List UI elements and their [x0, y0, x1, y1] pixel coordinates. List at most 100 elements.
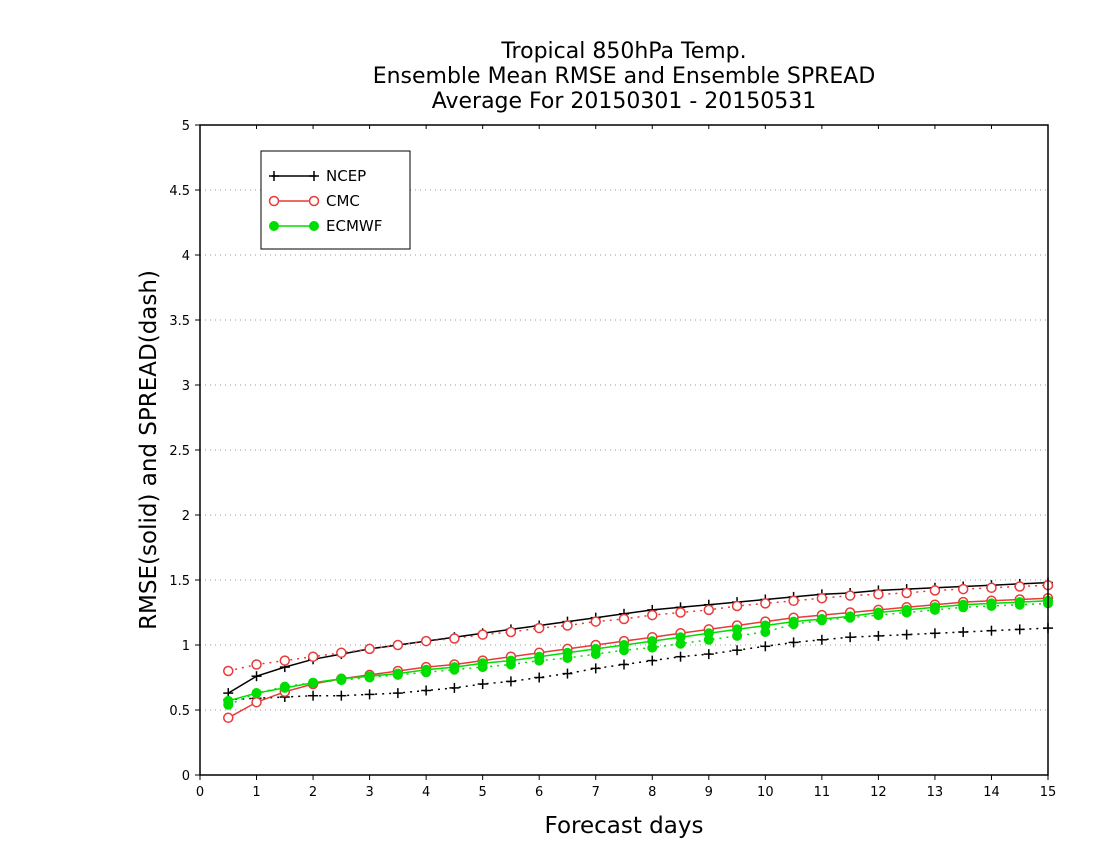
spread-point	[760, 598, 771, 609]
spread-point	[873, 630, 884, 641]
spread-point	[562, 620, 573, 631]
x-tick-label: 13	[927, 785, 944, 800]
spread-point	[788, 637, 799, 648]
spread-point	[929, 628, 940, 639]
title-line: Tropical 850hPa Temp.	[500, 39, 746, 64]
rmse-point	[647, 636, 658, 647]
x-tick-label: 11	[814, 785, 831, 800]
x-tick-label: 3	[365, 785, 373, 800]
spread-point	[816, 592, 828, 604]
legend-label: ECMWF	[326, 217, 382, 235]
rmse-point	[929, 602, 940, 613]
rmse-point	[477, 658, 488, 669]
x-tick-label: 5	[479, 785, 487, 800]
legend-label: NCEP	[326, 167, 366, 185]
spread-point	[505, 676, 516, 687]
spread-point	[392, 688, 403, 699]
y-tick-label: 4.5	[169, 184, 190, 199]
spread-point	[675, 651, 686, 662]
spread-point	[534, 672, 545, 683]
rmse-line	[228, 600, 1049, 702]
spread-point	[307, 651, 319, 662]
rmse-point	[816, 614, 827, 624]
y-tick-label: 3	[182, 379, 190, 394]
y-axis-ticks: 0 0.5 1 1.5 2 2.5 3 3.5 4 4.5 5	[169, 119, 200, 784]
legend-marker	[268, 195, 280, 207]
rmse-point	[986, 598, 997, 609]
spread-point	[223, 665, 234, 677]
spread-point	[731, 600, 743, 612]
x-tick-label: 4	[422, 785, 430, 800]
spread-point	[958, 627, 969, 637]
legend-marker	[308, 195, 320, 207]
x-tick-label: 0	[196, 785, 204, 800]
legend-marker	[269, 171, 279, 181]
series-ecmwf	[223, 595, 1053, 710]
spread-point	[844, 590, 856, 601]
spread-point	[449, 682, 460, 693]
spread-point	[477, 629, 488, 640]
spread-point	[392, 639, 404, 651]
x-tick-label: 7	[592, 785, 600, 800]
legend: NCEP CMC ECMWF	[260, 150, 411, 250]
rmse-point	[590, 643, 601, 654]
spread-point	[1014, 581, 1025, 592]
rmse-point	[223, 712, 234, 724]
x-tick-label: 2	[309, 785, 317, 800]
y-tick-label: 1	[182, 639, 190, 654]
y-tick-label: 4	[182, 249, 190, 264]
spread-line	[228, 584, 1049, 672]
x-tick-label: 15	[1040, 785, 1057, 800]
spread-point	[1014, 624, 1025, 635]
x-axis-label: Forecast days	[545, 813, 704, 839]
spread-point	[308, 690, 319, 701]
spread-point	[562, 668, 573, 679]
spread-point	[732, 645, 743, 656]
rmse-point	[760, 620, 771, 631]
spread-point	[788, 595, 799, 607]
x-tick-label: 12	[870, 785, 887, 800]
spread-point	[957, 583, 969, 595]
rmse-point	[421, 664, 432, 675]
legend-marker	[269, 221, 279, 231]
spread-point	[703, 649, 714, 660]
legend-box	[260, 150, 411, 250]
rmse-point	[901, 604, 912, 615]
x-tick-label: 9	[705, 785, 713, 800]
x-tick-label: 8	[648, 785, 656, 800]
x-tick-label: 1	[252, 785, 260, 800]
spread-point	[647, 655, 658, 666]
rmse-point	[732, 624, 743, 635]
rmse-point	[534, 651, 545, 662]
rmse-point	[845, 611, 856, 622]
rmse-line	[227, 597, 1049, 719]
rmse-point	[873, 607, 884, 618]
rmse-point	[1014, 597, 1025, 608]
rmse-point	[251, 671, 262, 682]
spread-point	[619, 659, 629, 670]
spread-point	[421, 685, 432, 696]
rmse-point	[505, 655, 516, 666]
spread-point	[533, 622, 545, 634]
spread-line	[227, 602, 1049, 706]
series-ncep	[223, 577, 1053, 705]
rmse-point	[279, 682, 290, 693]
chart-title: Tropical 850hPa Temp.Ensemble Mean RMSE …	[373, 39, 876, 114]
x-tick-label: 10	[757, 785, 774, 800]
y-tick-label: 1.5	[169, 574, 190, 589]
y-tick-label: 0	[182, 769, 190, 784]
rmse-point	[562, 647, 573, 658]
spread-point	[420, 635, 432, 647]
spread-point	[449, 633, 460, 644]
spread-point	[816, 634, 827, 645]
rmse-point	[392, 668, 403, 679]
spread-point	[336, 690, 347, 701]
rmse-point	[788, 616, 799, 627]
spread-point	[477, 679, 488, 689]
rmse-point	[364, 671, 375, 682]
rmse-point	[223, 695, 234, 706]
series-layer	[223, 577, 1054, 724]
rmse-point	[703, 628, 714, 639]
spread-point	[901, 587, 912, 599]
